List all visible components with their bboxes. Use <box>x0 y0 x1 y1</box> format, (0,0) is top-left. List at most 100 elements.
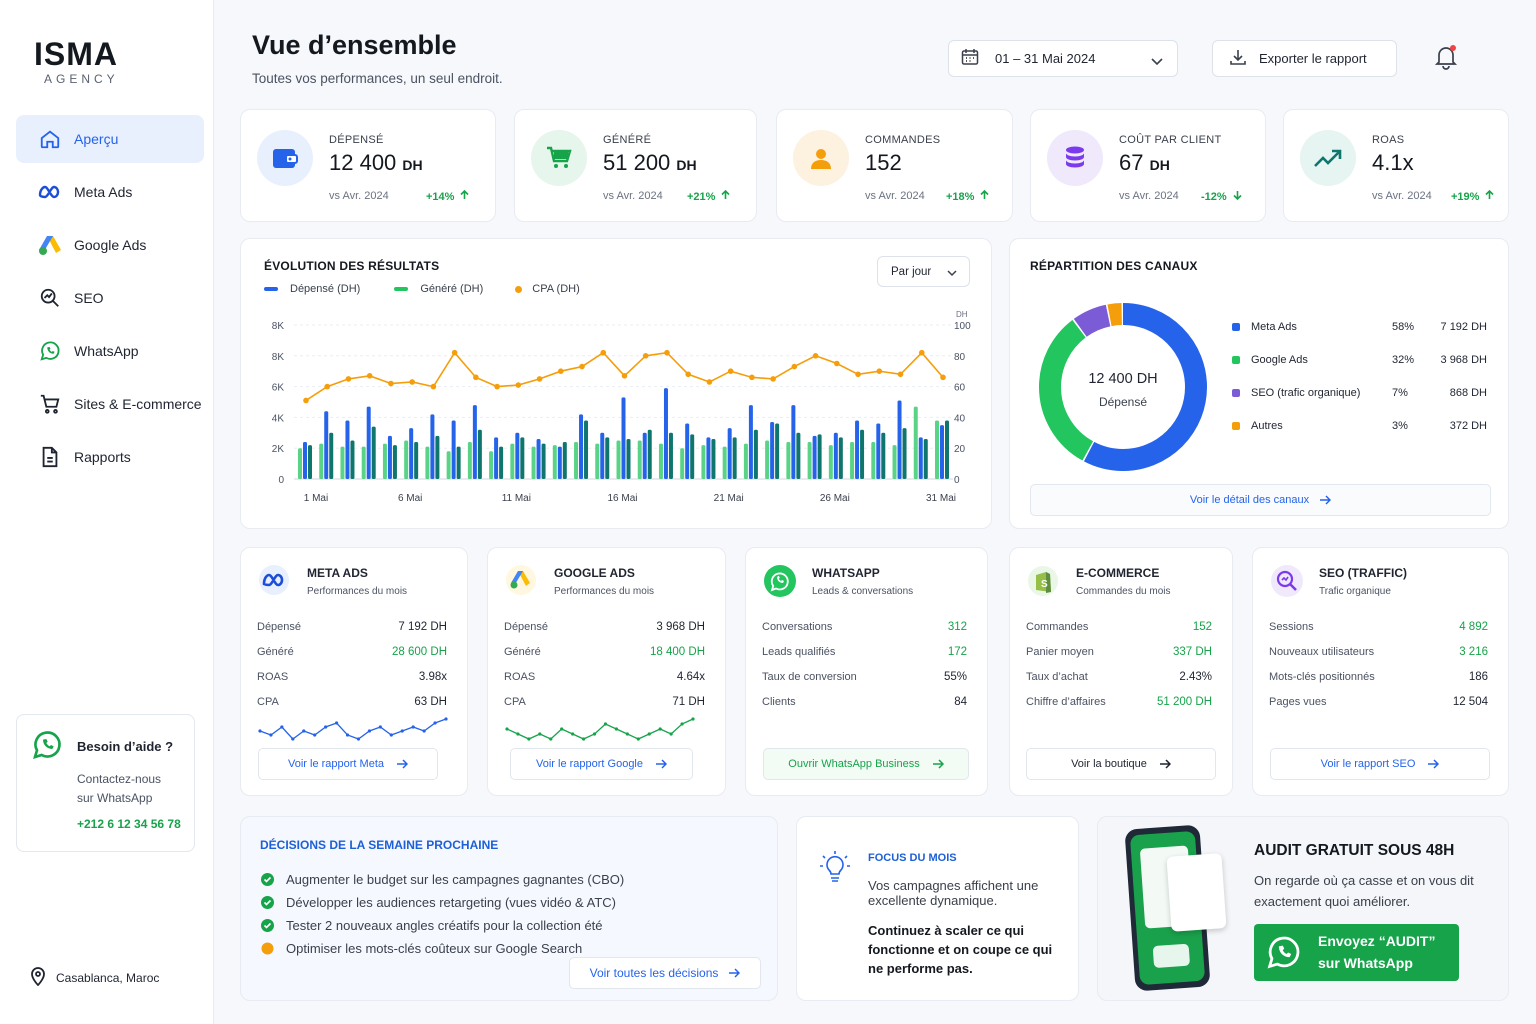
kpi-value: 152 <box>865 150 902 176</box>
bar-depense <box>387 435 392 479</box>
all-decisions-link[interactable]: Voir toutes les décisions <box>569 957 761 989</box>
channel-subtitle: Trafic organique <box>1319 586 1391 597</box>
help-description: Contactez-nous sur WhatsApp <box>77 772 162 805</box>
sidebar-item-label: Rapports <box>74 449 131 465</box>
sidebar-item-label: SEO <box>74 290 104 306</box>
bar-genere <box>531 446 536 479</box>
cpa-point <box>855 371 861 378</box>
logo[interactable]: ISMA AGENCY <box>34 38 119 86</box>
focus-bold-text: Continuez à scaler ce qui fonctionne et … <box>868 923 1053 976</box>
metric-row: Commandes 152 <box>1026 621 1212 646</box>
results-chart: 0 0 2K 20 4K 40 6K 60 8K 80 8K 100 DH 1 Mai 6 Mai 11 Ma… <box>272 310 971 504</box>
bar-genere-dark <box>329 432 334 479</box>
channel-report-button[interactable]: Voir le rapport SEO <box>1270 748 1490 780</box>
x-tick-label: 11 Mai <box>502 493 531 504</box>
bar-depense <box>685 423 690 479</box>
meta-icon <box>38 180 62 204</box>
audit-button-line2: sur WhatsApp <box>1318 955 1413 971</box>
cpa-point <box>685 371 691 378</box>
x-tick-label: 21 Mai <box>714 493 744 504</box>
decision-item: Augmenter le budget sur les campagnes ga… <box>261 868 624 891</box>
whatsapp-icon <box>764 565 796 600</box>
bar-depense <box>876 423 881 479</box>
y2-axis-unit: DH <box>956 310 968 319</box>
sidebar-item-meta-ads[interactable]: Meta Ads <box>16 168 204 216</box>
arrow-down-icon <box>1233 191 1242 203</box>
x-tick-label: 1 Mai <box>304 493 328 504</box>
bar-depense <box>918 437 923 479</box>
arrow-up-icon <box>1485 189 1495 203</box>
cpa-point <box>770 376 776 382</box>
channel-report-button[interactable]: Voir la boutique <box>1026 748 1216 780</box>
sidebar-item-whatsapp[interactable]: WhatsApp <box>16 327 204 375</box>
bar-depense <box>748 405 753 479</box>
shopify-icon: S <box>1028 565 1058 600</box>
decision-text: Augmenter le budget sur les campagnes ga… <box>286 872 625 887</box>
kpi-label: COMMANDES <box>865 134 941 146</box>
cpa-point <box>897 371 904 378</box>
legend-percent: 7% <box>1392 387 1408 399</box>
bar-genere-dark <box>775 423 780 479</box>
donut-slice-0 <box>1039 303 1207 471</box>
cpa-point <box>621 373 628 379</box>
kpi-delta-value: +18% <box>946 191 975 203</box>
y2-tick-label: 60 <box>954 383 966 394</box>
bar-genere-dark <box>668 432 673 479</box>
metric-row: Nouveaux utilisateurs 3 216 <box>1269 646 1488 671</box>
bar-genere-dark <box>796 432 801 479</box>
channel-report-button[interactable]: Voir le rapport Google <box>510 748 693 780</box>
bar-depense <box>557 446 562 479</box>
channel-title: META ADS <box>307 566 368 580</box>
kpi-card-4: ROAS 4.1x vs Avr. 2024 +19% <box>1283 109 1509 222</box>
channel-metrics: Sessions 4 892 Nouveaux utilisateurs 3 216 M… <box>1269 621 1488 721</box>
sidebar-item-rapports[interactable]: Rapports <box>16 433 204 481</box>
kpi-label: DÉPENSÉ <box>329 134 384 146</box>
channel-detail-link[interactable]: Voir le détail des canaux <box>1030 484 1491 516</box>
arrow-right-icon <box>1159 759 1171 769</box>
bar-depense <box>324 411 329 479</box>
date-range-select[interactable]: 01 – 31 Mai 2024 <box>948 40 1178 77</box>
bar-depense <box>472 405 477 479</box>
cpa-point <box>558 368 564 374</box>
legend-swatch <box>1232 422 1240 430</box>
granularity-select[interactable]: Par jour <box>877 256 970 287</box>
sidebar-item-sites-ecommerce[interactable]: Sites & E-commerce <box>16 380 204 428</box>
bar-depense <box>494 437 499 479</box>
cpa-point <box>345 376 352 382</box>
channel-report-button[interactable]: Voir le rapport Meta <box>258 748 438 780</box>
legend-label-genere: Généré (DH) <box>420 283 484 295</box>
sidebar-item-seo[interactable]: SEO <box>16 274 204 322</box>
metric-value: 152 <box>1192 621 1212 633</box>
logo-tagline: AGENCY <box>44 72 119 86</box>
donut-legend-row: Autres 3% 372 DH <box>1232 420 1487 453</box>
sidebar-item-apercu[interactable]: Aperçu <box>16 115 204 163</box>
cpa-point <box>494 383 500 390</box>
help-card: Besoin d’aide ? Contactez-nous sur Whats… <box>16 714 195 852</box>
cpa-point <box>834 360 840 367</box>
bar-depense <box>663 388 668 479</box>
kpi-value-number: 51 200 <box>603 150 671 175</box>
bar-genere <box>637 440 642 479</box>
metric-value: 12 504 <box>1452 696 1488 708</box>
decision-item: Optimiser les mots-clés coûteux sur Goog… <box>261 937 624 960</box>
bar-genere-dark <box>838 437 843 479</box>
metric-row: Taux d’achat 2.43% <box>1026 671 1212 696</box>
decisions-card: DÉCISIONS DE LA SEMAINE PROCHAINE Augmen… <box>240 816 778 1001</box>
channel-button-label: Voir le rapport SEO <box>1320 758 1416 770</box>
bar-genere-dark <box>626 438 631 479</box>
export-report-button[interactable]: Exporter le rapport <box>1212 40 1397 77</box>
bar-genere-dark <box>308 445 312 479</box>
help-phone-link[interactable]: +212 6 12 34 56 78 <box>77 817 181 831</box>
channel-report-button[interactable]: Ouvrir WhatsApp Business <box>763 748 969 780</box>
channel-metrics: Dépensé 3 968 DH Généré 18 400 DH ROAS 4.64x C… <box>504 621 705 721</box>
audit-whatsapp-button[interactable]: Envoyez “AUDIT” sur WhatsApp <box>1254 924 1459 981</box>
metric-label: Pages vues <box>1269 696 1327 708</box>
bar-genere-dark <box>435 435 440 479</box>
bar-genere-dark <box>690 434 695 479</box>
legend-percent: 3% <box>1392 420 1408 432</box>
donut-center-label: Dépensé <box>1098 395 1148 409</box>
notification-bell-icon[interactable] <box>1433 44 1459 73</box>
sidebar-item-google-ads[interactable]: Google Ads <box>16 221 204 269</box>
meta-icon <box>259 565 289 598</box>
focus-text: Vos campagnes affichent une excellente d… <box>868 878 1039 908</box>
